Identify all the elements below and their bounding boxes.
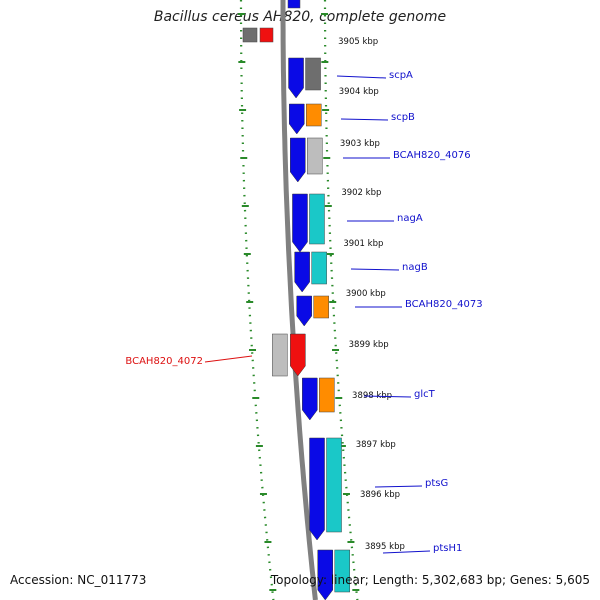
category-block-BCAH820_4073 xyxy=(313,295,329,319)
scale-label: 3901 kbp xyxy=(343,239,383,249)
gene-label-nagA: nagA xyxy=(397,213,423,224)
leader-line-ptsH1 xyxy=(382,550,431,554)
cds-nagA xyxy=(292,193,308,253)
gene-label-ptsH1: ptsH1 xyxy=(433,543,462,554)
gene-label-BCAH820_4073: BCAH820_4073 xyxy=(405,299,483,310)
category-block-ptsG xyxy=(326,437,342,533)
cds-scpB xyxy=(289,103,305,135)
leader-line-glcT xyxy=(363,395,412,398)
leader-line-scpA xyxy=(336,75,387,79)
category-block-nagB xyxy=(311,251,327,285)
leader-line-BCAH820_4072 xyxy=(204,355,253,363)
gene-label-BCAH820_4076: BCAH820_4076 xyxy=(393,150,471,161)
scale-label: 3905 kbp xyxy=(338,37,378,47)
scale-label: 3895 kbp xyxy=(365,542,405,552)
scale-label: 3897 kbp xyxy=(356,440,396,450)
scale-label: 3904 kbp xyxy=(339,87,379,97)
cds-scpA xyxy=(288,57,304,99)
category-block-scpB xyxy=(306,103,322,127)
leader-line-nagB xyxy=(350,268,400,271)
gene-label-BCAH820_4072: BCAH820_4072 xyxy=(125,356,203,367)
category-block-BCAH820_4072 xyxy=(272,333,288,377)
gene-label-nagB: nagB xyxy=(402,262,428,273)
gene-label-ptsG: ptsG xyxy=(425,478,448,489)
category-block-BCAH820_4076 xyxy=(307,137,323,175)
cds-partial-block xyxy=(287,0,301,9)
leader-line-ptsG xyxy=(374,485,423,488)
scale-label: 3900 kbp xyxy=(346,289,386,299)
cds-ptsH1 xyxy=(317,549,334,600)
cds-glcT xyxy=(302,377,318,421)
gene-label-scpA: scpA xyxy=(389,70,413,81)
tick-ring-inner xyxy=(239,0,275,600)
genome-summary: Topology: linear; Length: 5,302,683 bp; … xyxy=(270,573,590,587)
cds-BCAH820_4072 xyxy=(290,333,306,377)
cds-partial-block xyxy=(259,27,274,43)
category-block-glcT xyxy=(319,377,335,413)
scale-label: 3903 kbp xyxy=(340,139,380,149)
genome-title: Bacillus cereus AH820, complete genome xyxy=(153,9,447,25)
gene-label-glcT: glcT xyxy=(414,389,436,400)
accession-label: Accession: NC_011773 xyxy=(10,573,147,587)
tick-ring-outer xyxy=(323,0,359,600)
leader-line-scpB xyxy=(340,118,389,121)
scale-label: 3896 kbp xyxy=(360,490,400,500)
category-block-scpA xyxy=(305,57,321,91)
category-block-nagA xyxy=(309,193,325,245)
cds-ptsG xyxy=(309,437,325,541)
scale-label: 3899 kbp xyxy=(349,340,389,350)
category-block-ptsH1 xyxy=(334,549,351,593)
gene-label-scpB: scpB xyxy=(391,112,415,123)
genome-backbone xyxy=(280,0,318,600)
cds-BCAH820_4073 xyxy=(296,295,312,327)
cds-partial-block xyxy=(242,27,258,43)
cds-BCAH820_4076 xyxy=(290,137,306,183)
scale-label: 3902 kbp xyxy=(341,188,381,198)
cds-nagB xyxy=(294,251,310,293)
